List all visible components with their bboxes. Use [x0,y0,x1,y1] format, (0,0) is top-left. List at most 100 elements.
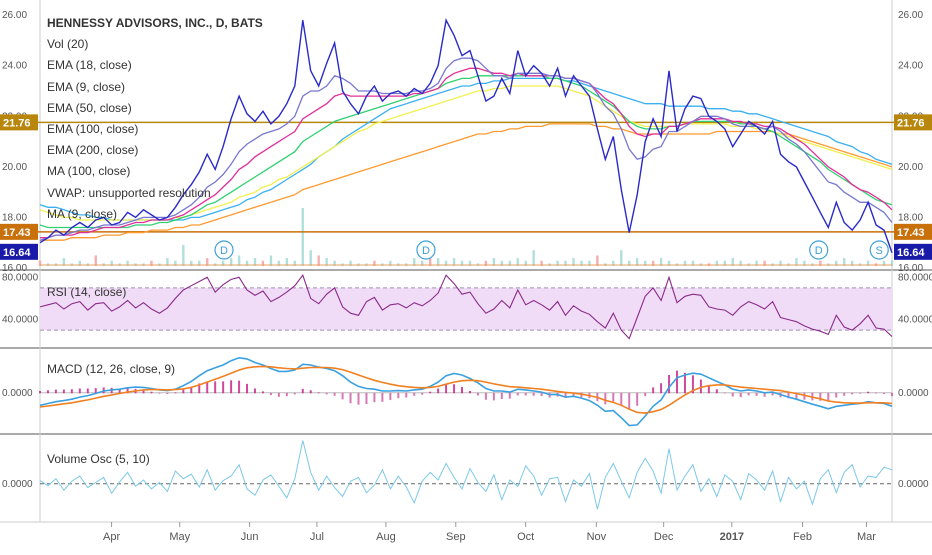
macd-histogram-bar [644,392,647,397]
macd-histogram-bar [429,391,432,394]
volume-bar [850,260,854,266]
volume-bar [556,260,559,266]
volume-bar [739,260,742,266]
rsi-axis-tick-right: 80.0000 [898,272,932,283]
macd-histogram-bar [468,391,471,394]
event-marker-label: D [220,245,228,257]
legend-item-vwap[interactable]: VWAP: unsupported resolution [47,185,211,200]
macd-histogram-bar [309,390,312,394]
volume-bar [126,260,129,266]
event-marker-label: S [876,245,883,257]
macd-histogram-bar [660,383,663,394]
macd-histogram-bar [875,392,878,394]
price-axis-tick-left: 16.00 [2,263,27,274]
volume-bar [651,260,655,266]
legend-item-ema50[interactable]: EMA (50, close) [47,100,132,115]
macd-histogram-bar [500,392,503,399]
macd-histogram-bar [524,392,527,396]
volume-bar [843,258,846,266]
price-label-left [0,243,38,260]
volume-bar [301,208,304,266]
volume-bar [389,260,392,266]
event-marker-label: D [422,245,430,257]
legend-item-ema18[interactable]: EMA (18, close) [47,58,132,73]
volume-bar [182,244,185,266]
macd-histogram-bar [126,388,129,394]
volume-bar [237,255,241,266]
volume-bar [349,260,352,266]
macd-label[interactable]: MACD (12, 26, close, 9) [47,362,176,376]
macd-histogram-bar [94,388,97,394]
macd-histogram-bar [476,392,479,396]
macd-histogram-bar [612,392,615,402]
price-label-left [0,223,38,240]
macd-histogram-bar [349,392,352,404]
price-label-right [894,223,932,240]
macd-histogram-bar [357,392,360,405]
volume-bar [229,258,233,266]
price-label-left-text: 16.64 [3,247,31,259]
volume-bar [150,260,153,266]
price-axis-tick-left: 20.00 [2,162,27,173]
legend-item-ema200[interactable]: EMA (200, close) [47,143,139,158]
macd-histogram-bar [341,392,344,400]
macd-axis-tick-left: 0.0000 [2,388,33,399]
macd-histogram-bar [851,392,854,395]
macd-histogram-bar [652,387,655,394]
volume-bar [277,260,281,266]
price-axis-tick-right: 24.00 [898,61,923,72]
event-marker [416,240,436,260]
macd-histogram-bar [238,380,241,394]
macd-histogram-bar [492,392,495,401]
price-label-right [894,243,932,260]
macd-histogram-bar [246,383,249,394]
legend-item-ema9[interactable]: EMA (9, close) [47,79,126,94]
macd-histogram-bar [78,388,81,394]
price-label-left-text: 17.43 [3,227,31,239]
rsi-band [40,287,892,331]
macd-histogram-bar [253,388,256,394]
volume-bar [261,260,265,266]
volume-osc-label[interactable]: Volume Osc (5, 10) [47,452,150,466]
series-line-ema200 [40,123,893,241]
macd-histogram-bar [86,388,89,394]
macd-histogram-bar [54,389,57,394]
volume-bar [317,255,320,266]
macd-macd-line [39,356,893,427]
rsi-line [39,274,893,340]
legend-item-ema100[interactable]: EMA (100, close) [47,122,139,137]
time-axis-label: 2017 [720,531,744,543]
rsi-label[interactable]: RSI (14, close) [47,285,127,299]
volume-bar [620,250,623,266]
time-axis-label: Dec [654,531,674,543]
macd-histogram-bar [564,392,567,398]
macd-histogram-bar [365,392,368,404]
series-line-ema18 [40,67,893,239]
macd-histogram-bar [707,384,710,394]
legend-item-ma9[interactable]: MA (9, close) [47,206,118,221]
macd-histogram-bar [389,392,392,401]
macd-histogram-bar [277,392,280,397]
macd-histogram-bar [628,392,631,410]
volume-bar [763,260,766,266]
volume-bar [166,258,169,266]
volume-bar [413,258,416,266]
event-marker-label: D [815,245,823,257]
volume-bar [110,260,113,266]
volume-bar [452,258,456,266]
legend-item-vol[interactable]: Vol (20) [47,37,89,52]
macd-histogram-bar [891,392,893,397]
volume-bar [190,260,193,266]
volume-bar [293,260,297,266]
macd-histogram-bar [333,392,336,396]
macd-histogram-bar [301,388,304,394]
volume-bar [468,260,472,266]
volume-bar [612,260,615,266]
macd-histogram-bar [819,392,822,401]
macd-histogram-bar [182,389,185,394]
time-axis-label: Nov [587,531,607,543]
price-label-right-text: 16.64 [897,247,925,259]
price-axis-tick-right: 18.00 [898,212,923,223]
legend-item-ma100[interactable]: MA (100, close) [47,164,131,179]
